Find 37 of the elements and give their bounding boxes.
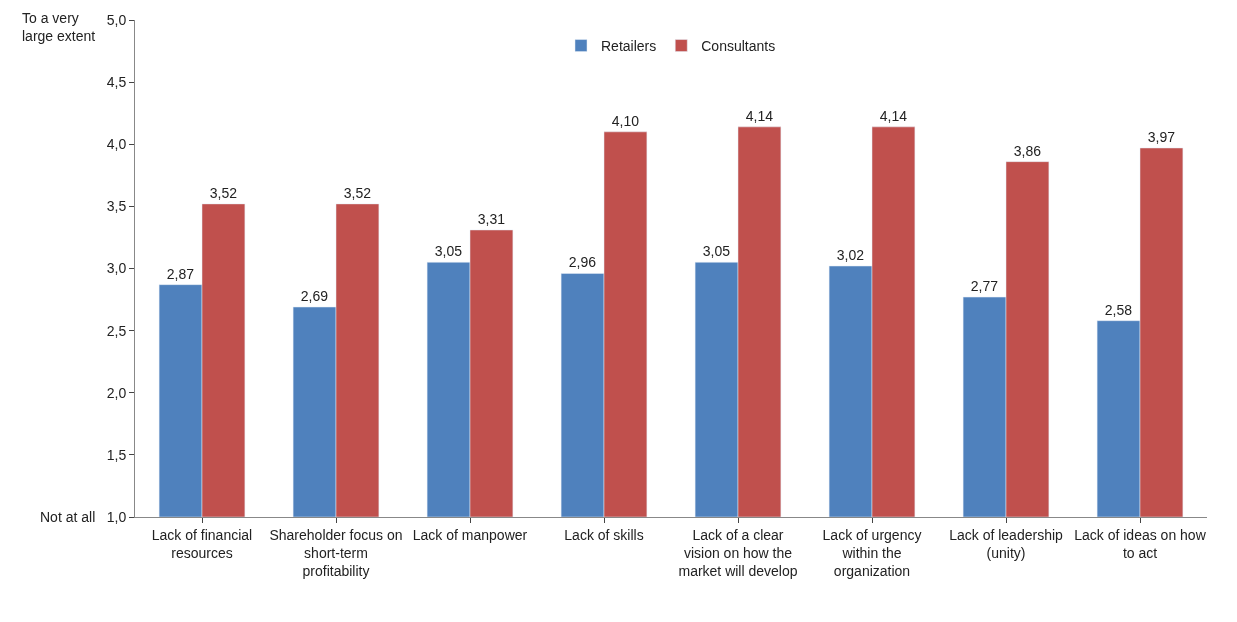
x-tick-label: Lack of leadership (unity) (949, 526, 1064, 561)
y-tick-label: 2,0 (106, 384, 127, 401)
text: To a very large extent (22, 10, 96, 45)
data-label: 3,05 (702, 243, 731, 260)
x-tick-label: Lack of a clear vision on how the market will develop (678, 526, 798, 580)
data-label: 2,77 (970, 278, 999, 295)
data-label: 4,14 (879, 107, 908, 124)
x-tick-label: Shareholder focus on short-term profitability (269, 526, 403, 580)
data-label: 3,86 (1013, 142, 1042, 159)
x-tick-label: Lack of manpower (412, 526, 528, 543)
data-label: 2,69 (300, 288, 329, 305)
y-tick-label: 4,0 (106, 136, 127, 153)
data-label: 2,96 (568, 254, 597, 271)
data-label: 2,58 (1104, 301, 1133, 318)
data-label: 3,05 (434, 243, 463, 260)
data-label: 3,52 (209, 184, 238, 201)
data-label: 3,52 (343, 184, 372, 201)
data-label: 3,31 (477, 210, 506, 227)
y-tick-label: 2,5 (106, 322, 127, 339)
x-tick-label: Lack of financial resources (151, 526, 253, 561)
legend-label: Retailers (601, 38, 657, 54)
data-label: 3,02 (836, 247, 865, 264)
data-label: 3,97 (1147, 128, 1176, 145)
data-label: 4,10 (611, 112, 640, 129)
y-tick-label: 3,5 (106, 198, 127, 215)
x-tick-label: Lack of ideas on how to act (1074, 526, 1207, 561)
x-tick-label: Lack of urgency within the organization (822, 526, 922, 580)
y-tick-label: 4,5 (106, 74, 127, 91)
legend-label: Consultants (701, 38, 776, 54)
y-tick-label: 5,0 (106, 11, 127, 28)
x-tick-label: Lack of skills (564, 526, 644, 543)
data-label: 2,87 (166, 265, 195, 282)
y-tick-label: 1,0 (106, 508, 127, 525)
y-tick-label: 3,0 (106, 260, 127, 277)
text: Not at all (40, 509, 96, 525)
y-tick-label: 1,5 (106, 446, 127, 463)
data-label: 4,14 (745, 107, 774, 124)
